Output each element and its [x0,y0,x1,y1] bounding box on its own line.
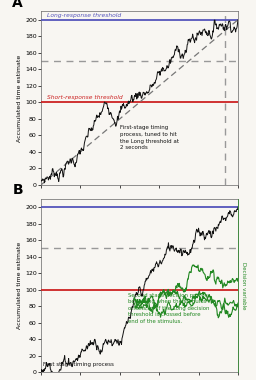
Text: Short-response threshold: Short-response threshold [47,95,123,100]
Y-axis label: Decision variable: Decision variable [241,262,246,309]
Text: B: B [12,183,23,197]
Y-axis label: Accumulated time estimate: Accumulated time estimate [17,242,22,329]
Text: Second stage decision process,
beginning when the stimulus
offsets, or if the Lo: Second stage decision process, beginning… [128,293,211,324]
Y-axis label: Accumulated time estimate: Accumulated time estimate [17,55,22,142]
Text: First stage timing process: First stage timing process [43,362,114,367]
Text: Long-response threshold: Long-response threshold [47,13,121,17]
Text: First-stage timing
process, tuned to hit
the Long threshold at
2 seconds: First-stage timing process, tuned to hit… [120,125,179,150]
Text: A: A [12,0,23,10]
